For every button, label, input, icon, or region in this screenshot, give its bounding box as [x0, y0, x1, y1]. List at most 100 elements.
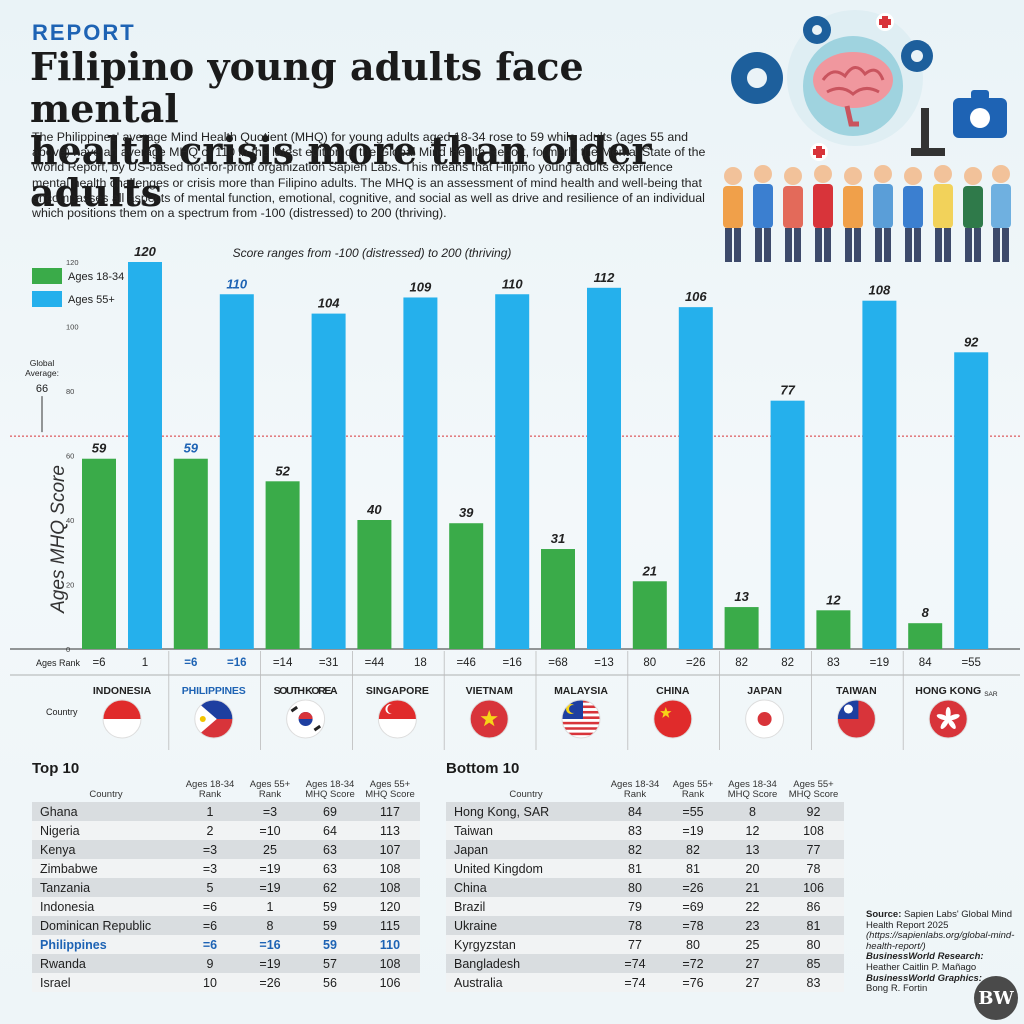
country-label: PHILIPPINES [182, 685, 246, 697]
flag-ring [928, 699, 968, 739]
bottom10-title: Bottom 10 [446, 760, 520, 777]
flag-ring [377, 699, 417, 739]
graphics-label: BusinessWorld Graphics: [866, 972, 982, 984]
rank-label: 80 [643, 657, 656, 669]
top10-col-young-rank: Ages 18-34 Rank [185, 779, 235, 800]
headline-line-2: health crisis more than older adults [30, 128, 652, 215]
bottom10-cell: Japan [446, 840, 606, 859]
bar-young [541, 549, 575, 649]
medical-kit-icon [953, 90, 1007, 138]
microscope-icon [911, 108, 945, 156]
top10-cell: =19 [240, 878, 300, 897]
bottom10-row: Kyrgyzstan 77 80 25 80 [446, 935, 844, 954]
source-block: Source: Sapien Labs' Global Mind Health … [866, 909, 1016, 995]
bottom10-cell: =72 [664, 954, 722, 973]
top10-cell: =6 [180, 916, 240, 935]
flag-ring [561, 699, 601, 739]
bottom10-cell: 82 [664, 840, 722, 859]
bottom10-cell: 106 [783, 878, 844, 897]
bottom10-row: Taiwan 83 =19 12 108 [446, 821, 844, 840]
bar-old [678, 307, 713, 649]
bottom10-cell: 86 [783, 897, 844, 916]
legend-label-young: Ages 18-34 [68, 271, 124, 283]
top10-cell: 120 [360, 897, 420, 916]
rank-label: 82 [781, 657, 794, 669]
headline: Filipino young adults face mental health… [30, 46, 730, 214]
bottom10-row: China 80 =26 21 106 [446, 878, 844, 897]
top10-cell: =26 [240, 973, 300, 992]
top10-cell: 1 [180, 802, 240, 821]
top10-cell: 8 [240, 916, 300, 935]
bottom10-cell: 80 [606, 878, 664, 897]
bottom10-cell: 27 [722, 954, 783, 973]
flag-ring [102, 699, 142, 739]
y-tick-label: 20 [66, 581, 74, 590]
top10-col-country: Country [89, 789, 123, 800]
bottom10-cell: =76 [664, 973, 722, 992]
top10-col-old-score: Ages 55+ MHQ Score [365, 779, 415, 800]
bottom10-cell: 22 [722, 897, 783, 916]
top10-cell: Indonesia [32, 897, 180, 916]
rank-label: =31 [319, 657, 339, 669]
mental-health-illustration [723, 10, 1011, 262]
bottom10-cell: 21 [722, 878, 783, 897]
bottom10-cell: 25 [722, 935, 783, 954]
bar-old [770, 400, 805, 649]
top10-cell: =19 [240, 954, 300, 973]
data-label: 40 [366, 502, 382, 517]
flag-ring [836, 699, 876, 739]
bottom10-cell: 81 [606, 859, 664, 878]
bottom10-cell: Australia [446, 973, 606, 992]
data-label: 77 [780, 383, 795, 398]
bar-young [724, 607, 759, 649]
top10-cell: 117 [360, 802, 420, 821]
bottom10-row: Hong Kong, SAR 84 =55 8 92 [446, 802, 844, 821]
rank-label: =16 [227, 657, 247, 669]
data-label: 110 [226, 276, 247, 291]
y-tick-label: 80 [66, 387, 74, 396]
data-label: 59 [184, 441, 199, 456]
brain-icon [813, 52, 893, 127]
source-text: Sapien Labs' Global Mind Health Report 2… [866, 909, 1012, 931]
top10-cell: 9 [180, 954, 240, 973]
rank-label: =6 [184, 657, 197, 669]
y-axis-label: Ages MHQ Score [48, 465, 69, 614]
bottom10-cell: 92 [783, 802, 844, 821]
bar-old [128, 262, 162, 649]
bottom10-cell: 20 [722, 859, 783, 878]
gear-icon [731, 16, 933, 104]
top10-cell: 25 [240, 840, 300, 859]
top10-row: Nigeria 2 =10 64 113 [32, 821, 420, 840]
data-label: 92 [964, 334, 979, 349]
rank-label: =46 [456, 657, 476, 669]
bottom10-cell: 78 [783, 859, 844, 878]
headline-line-1: Filipino young adults face mental [30, 44, 584, 131]
bottom10-cell: 27 [722, 973, 783, 992]
flag-ring [653, 699, 693, 739]
bar-young [632, 581, 667, 649]
top10-cell: Philippines [32, 935, 180, 954]
top10-cell: 2 [180, 821, 240, 840]
bottom10-cell: 84 [606, 802, 664, 821]
bottom10-cell: =78 [664, 916, 722, 935]
bottom10-cell: China [446, 878, 606, 897]
bottom10-cell: 83 [783, 973, 844, 992]
people-icon [723, 165, 1011, 262]
country-label: JAPAN [747, 685, 782, 697]
bottom10-header-row: Country Ages 18-34 Rank Ages 55+ Rank Ag… [446, 778, 844, 802]
bar-young [82, 458, 116, 649]
top10-cell: =6 [180, 935, 240, 954]
legend-label-old: Ages 55+ [68, 294, 115, 306]
medical-cross-icon [810, 13, 894, 161]
bottom10-cell: 83 [606, 821, 664, 840]
top10-cell: 59 [300, 897, 360, 916]
rank-label: 83 [827, 657, 840, 669]
global-average-value: 66 [36, 383, 48, 395]
bottom10-cell: United Kingdom [446, 859, 606, 878]
mhq-bar-chart: Score ranges from -100 (distressed) to 2… [10, 244, 1020, 750]
top10-cell: 106 [360, 973, 420, 992]
country-label: SINGAPORE [366, 685, 429, 697]
bottom10-table: Country Ages 18-34 Rank Ages 55+ Rank Ag… [446, 778, 844, 992]
data-label: 21 [642, 563, 657, 578]
rank-label: =26 [686, 657, 706, 669]
